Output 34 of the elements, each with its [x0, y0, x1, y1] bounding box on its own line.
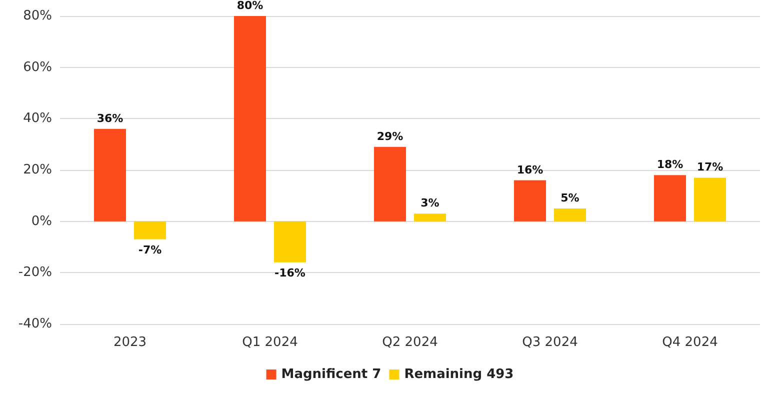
data-label: 18% [656, 158, 684, 172]
x-tick-label: Q4 2024 [662, 335, 718, 350]
data-label: 36% [96, 112, 124, 125]
y-tick-label: 20% [23, 162, 52, 178]
data-label: 80% [236, 0, 264, 12]
y-tick-label: -20% [18, 265, 52, 280]
y-tick-label: -40% [18, 316, 52, 332]
bar [514, 180, 546, 222]
bar [94, 128, 126, 222]
y-tick-label: 80% [23, 8, 52, 24]
data-label: 16% [516, 163, 544, 176]
data-label: -16% [274, 266, 306, 280]
y-tick-label: 40% [23, 111, 52, 126]
data-label: 3% [420, 196, 440, 210]
x-tick-label: Q2 2024 [382, 335, 438, 350]
x-tick-label: 2023 [113, 335, 147, 350]
y-tick-label: 0% [31, 214, 52, 229]
data-label: 5% [560, 192, 580, 204]
bar [414, 214, 446, 222]
bar [274, 221, 306, 262]
x-tick-label: Q3 2024 [522, 335, 578, 350]
bar [234, 16, 266, 222]
y-tick-label: 60% [23, 60, 52, 75]
x-tick-label: Q1 2024 [242, 335, 298, 350]
bar [554, 208, 586, 222]
bar [654, 175, 686, 222]
data-label: 29% [376, 130, 404, 143]
data-label: -7% [138, 243, 162, 256]
bar [374, 146, 406, 222]
bar [694, 178, 726, 222]
legend-label: Remaining 493 [404, 367, 514, 382]
data-label: 17% [696, 160, 724, 174]
legend-label: Magnificent 7 [281, 367, 382, 382]
bar [134, 221, 166, 240]
